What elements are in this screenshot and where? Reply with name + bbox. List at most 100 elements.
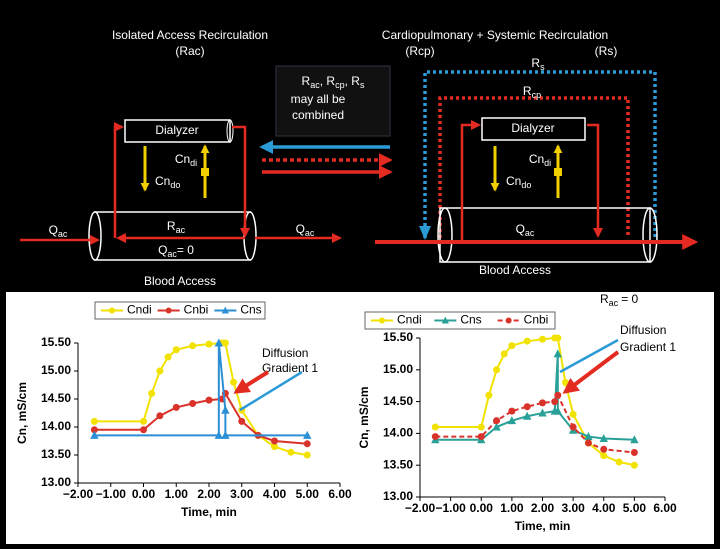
x-tick-label: 5.00 [296, 487, 320, 501]
x-tick-label: 1.00 [500, 501, 524, 515]
marker [570, 424, 577, 431]
marker [501, 350, 508, 357]
marker [148, 390, 155, 397]
x-tick-label: 2.00 [197, 487, 221, 501]
y-axis-label: Cn, mS/cm [15, 382, 29, 444]
q-zero: Qac= 0 [158, 243, 194, 259]
note-line: may all be [291, 92, 346, 106]
marker [485, 392, 492, 399]
legend-label: Cns [240, 303, 261, 317]
sensor [554, 168, 562, 176]
marker [554, 335, 561, 342]
marker [206, 341, 213, 348]
marker [287, 449, 294, 456]
x-tick-label: 2.00 [531, 501, 555, 515]
marker [478, 424, 485, 431]
marker [600, 452, 607, 459]
marker [508, 342, 515, 349]
marker [166, 308, 172, 314]
y-tick-label: 14.00 [383, 426, 413, 440]
x-axis-label: Time, min [515, 519, 571, 533]
x-tick-label: −1.00 [435, 501, 466, 515]
y-tick-label: 14.50 [383, 394, 413, 408]
marker [570, 411, 577, 418]
marker [206, 397, 213, 404]
marker [156, 368, 163, 375]
dialyzer-label: Dialyzer [511, 121, 554, 135]
annotation: Diffusion [620, 323, 666, 337]
y-tick-label: 15.50 [41, 335, 71, 349]
marker [379, 318, 385, 324]
marker [493, 417, 500, 424]
marker [140, 426, 147, 433]
marker [238, 418, 245, 425]
annotation: Gradient 1 [262, 361, 318, 375]
marker [493, 366, 500, 373]
marker [551, 398, 558, 405]
access-label: Blood Access [479, 263, 551, 277]
legend-label: Cndi [127, 303, 152, 317]
marker [524, 403, 531, 410]
marker [140, 418, 147, 425]
x-tick-label: 6.00 [328, 487, 352, 501]
x-tick-label: −2.00 [63, 487, 94, 501]
y-axis-label: Cn, mS/cm [357, 386, 371, 448]
title: Cardiopulmonary + Systemic Recirculation [382, 28, 608, 42]
marker [539, 399, 546, 406]
marker [432, 424, 439, 431]
legend-label: Cnbi [524, 313, 549, 327]
marker [173, 346, 180, 353]
y-tick-label: 15.00 [383, 362, 413, 376]
rcp-label: (Rcp) [405, 44, 434, 58]
x-tick-label: 0.00 [470, 501, 494, 515]
x-tick-label: −2.00 [405, 501, 436, 515]
marker [304, 452, 311, 459]
marker [165, 354, 172, 361]
marker [432, 433, 439, 440]
figure: Isolated Access Recirculation (Rac) Dial… [0, 0, 720, 549]
marker [189, 342, 196, 349]
marker [631, 462, 638, 469]
x-axis-label: Time, min [181, 505, 237, 519]
marker [478, 433, 485, 440]
x-tick-label: 1.00 [165, 487, 189, 501]
marker [600, 446, 607, 453]
y-tick-label: 14.50 [41, 391, 71, 405]
marker [616, 459, 623, 466]
marker [524, 338, 531, 345]
rs-label: (Rs) [595, 44, 618, 58]
x-tick-label: 3.00 [230, 487, 254, 501]
marker [91, 418, 98, 425]
marker [189, 400, 196, 407]
y-tick-label: 14.00 [41, 419, 71, 433]
subtitle: (Rac) [175, 44, 204, 58]
x-tick-label: 3.00 [561, 501, 585, 515]
sensor [201, 168, 209, 176]
access-label: Blood Access [144, 274, 216, 288]
y-tick-label: 13.50 [41, 447, 71, 461]
marker [156, 412, 163, 419]
legend-label: Cndi [397, 313, 422, 327]
dialyzer-label: Dialyzer [155, 123, 198, 137]
marker [109, 308, 115, 314]
annotation: Gradient 1 [620, 340, 676, 354]
marker [173, 404, 180, 411]
x-tick-label: −1.00 [96, 487, 127, 501]
tube-end [89, 212, 101, 260]
x-tick-label: 0.00 [132, 487, 156, 501]
x-tick-label: 5.00 [623, 501, 647, 515]
marker [222, 340, 229, 347]
marker [230, 379, 237, 386]
marker [508, 408, 515, 415]
note-line: combined [292, 108, 344, 122]
marker [271, 438, 278, 445]
marker [539, 336, 546, 343]
y-tick-label: 13.50 [383, 457, 413, 471]
legend-label: Cns [460, 313, 481, 327]
marker [506, 318, 512, 324]
x-tick-label: 6.00 [653, 501, 677, 515]
annotation: Diffusion [262, 346, 308, 360]
legend-label: Cnbi [184, 303, 209, 317]
y-tick-label: 15.50 [383, 330, 413, 344]
marker [304, 440, 311, 447]
